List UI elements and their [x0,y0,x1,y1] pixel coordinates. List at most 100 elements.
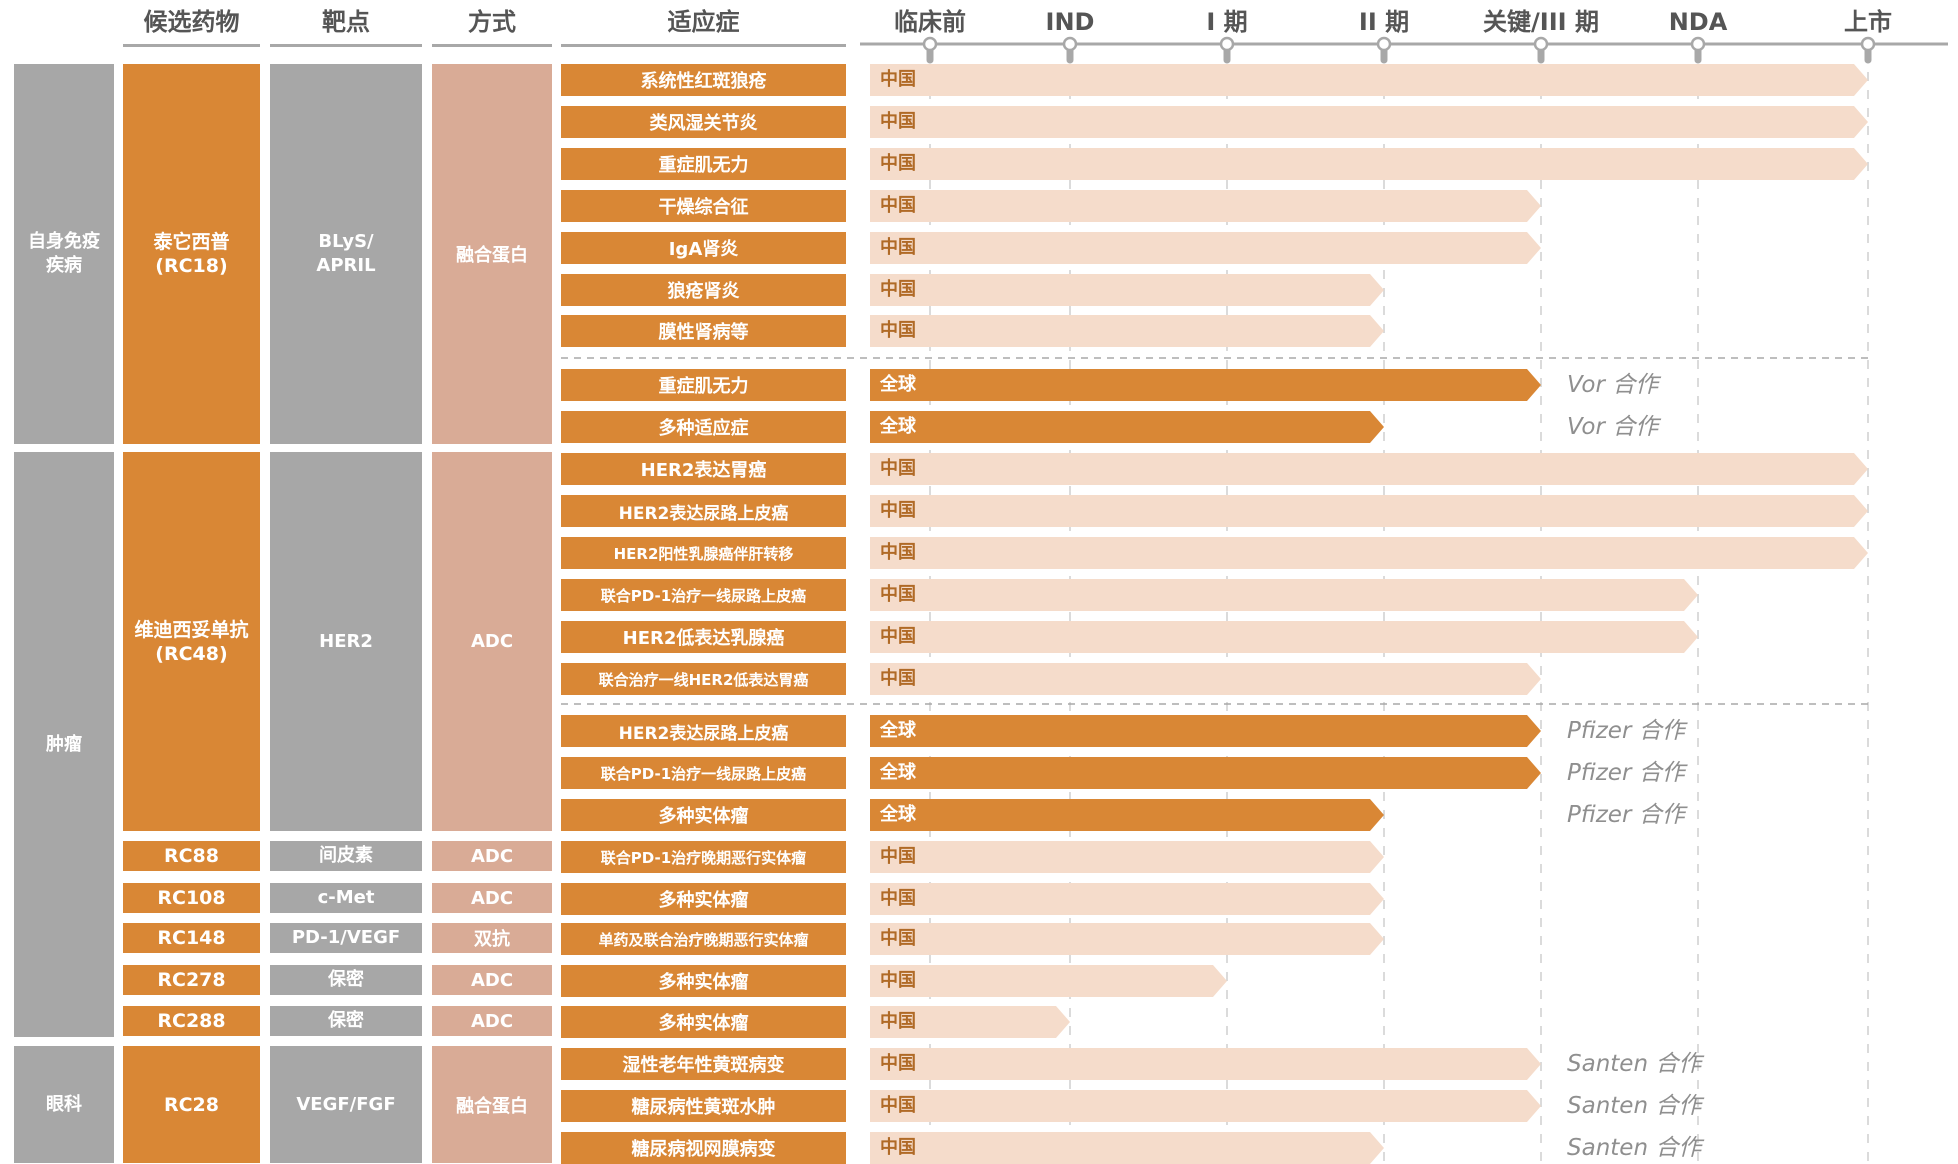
modality-adc-rc108: ADC [432,883,552,913]
indication-cell: 联合治疗一线HER2低表达胃癌 [561,663,846,695]
drug-rc88: RC88 [123,841,260,871]
phase-marker-3 [1376,36,1392,52]
progress-bar [870,1090,1541,1122]
indication-cell: HER2阳性乳腺癌伴肝转移 [561,537,846,569]
modality-adc-rc48: ADC [432,452,552,831]
indication-cell: 多种实体瘤 [561,965,846,997]
phase-marker-4 [1533,36,1549,52]
progress-bar [870,579,1698,611]
indication-cell: 膜性肾病等 [561,315,846,347]
progress-bar [870,495,1868,527]
header-underline-indication [561,44,846,47]
progress-bar [870,64,1868,96]
indication-cell: HER2表达尿路上皮癌 [561,715,846,747]
progress-bar [870,315,1384,347]
indication-cell: 糖尿病性黄斑水肿 [561,1090,846,1122]
indication-cell: HER2表达尿路上皮癌 [561,495,846,527]
indication-cell: 糖尿病视网膜病变 [561,1132,846,1164]
drug-rc48: 维迪西妥单抗 (RC48) [123,452,260,831]
phase-marker-6 [1860,36,1876,52]
partner-label: Vor 合作 [1567,414,1659,440]
progress-bar [870,965,1227,997]
phase-label-1: IND [1045,8,1095,36]
partner-label: Pfizer 合作 [1567,760,1685,786]
target-blys-april: BLyS/ APRIL [270,64,422,444]
modality-fusion-protein-rc18: 融合蛋白 [432,64,552,444]
progress-bar [870,757,1541,789]
header-target: 靶点 [322,8,370,36]
phase-marker-2 [1219,36,1235,52]
target-mesothelin: 间皮素 [270,841,422,871]
progress-bar [870,274,1384,306]
phase-marker-1 [1062,36,1078,52]
area-ophthalmology: 眼科 [14,1046,114,1163]
target-confidential-rc278: 保密 [270,965,422,995]
progress-bar [870,1132,1384,1164]
indication-cell: IgA肾炎 [561,232,846,264]
indication-cell: 狼疮肾炎 [561,274,846,306]
drug-rc108: RC108 [123,883,260,913]
indication-cell: 联合PD-1治疗一线尿路上皮癌 [561,757,846,789]
indication-cell: 重症肌无力 [561,369,846,401]
progress-bar [870,537,1868,569]
progress-bar [870,232,1541,264]
indication-cell: 重症肌无力 [561,148,846,180]
progress-bar [870,369,1541,401]
drug-rc18: 泰它西普 (RC18) [123,64,260,444]
indication-cell: HER2低表达乳腺癌 [561,621,846,653]
indication-cell: 多种实体瘤 [561,883,846,915]
indication-cell: 干燥综合征 [561,190,846,222]
progress-bar [870,621,1698,653]
progress-bar [870,1006,1070,1038]
partner-label: Pfizer 合作 [1567,718,1685,744]
target-pd1-vegf: PD-1/VEGF [270,923,422,953]
indication-cell: 类风湿关节炎 [561,106,846,138]
header-underline-candidate [123,44,260,47]
indication-cell: 系统性红斑狼疮 [561,64,846,96]
progress-bar [870,411,1384,443]
progress-bar [870,715,1541,747]
indication-cell: 多种实体瘤 [561,799,846,831]
modality-bispecific-rc148: 双抗 [432,923,552,953]
modality-adc-rc278: ADC [432,965,552,995]
partner-label: Santen 合作 [1567,1135,1702,1161]
partner-label: Santen 合作 [1567,1093,1702,1119]
indication-cell: 多种适应症 [561,411,846,443]
drug-rc278: RC278 [123,965,260,995]
indication-cell: 联合PD-1治疗一线尿路上皮癌 [561,579,846,611]
phase-label-2: I 期 [1206,8,1248,36]
area-autoimmune: 自身免疫 疾病 [14,64,114,444]
area-oncology: 肿瘤 [14,452,114,1037]
indication-cell: 联合PD-1治疗晚期恶行实体瘤 [561,841,846,873]
target-c-met: c-Met [270,883,422,913]
indication-cell: 单药及联合治疗晚期恶行实体瘤 [561,923,846,955]
progress-bar [870,883,1384,915]
phase-marker-0 [922,36,938,52]
target-confidential-rc288: 保密 [270,1006,422,1036]
progress-bar [870,190,1541,222]
phase-label-4: 关键/III 期 [1483,8,1599,36]
drug-rc28: RC28 [123,1046,260,1163]
header-modality: 方式 [468,8,516,36]
modality-adc-rc88: ADC [432,841,552,871]
partner-label: Vor 合作 [1567,372,1659,398]
header-indication: 适应症 [667,8,740,36]
progress-bar [870,106,1868,138]
phase-marker-5 [1690,36,1706,52]
phase-label-3: II 期 [1358,8,1410,36]
modality-adc-rc288: ADC [432,1006,552,1036]
indication-cell: 湿性老年性黄斑病变 [561,1048,846,1080]
progress-bar [870,799,1384,831]
phase-label-5: NDA [1668,8,1728,36]
phase-label-6: 上市 [1844,8,1892,36]
progress-bar [870,148,1868,180]
progress-bar [870,453,1868,485]
progress-bar [870,1048,1541,1080]
drug-rc288: RC288 [123,1006,260,1036]
header-underline-target [270,44,422,47]
progress-bar [870,841,1384,873]
progress-bar [870,923,1384,955]
indication-cell: 多种实体瘤 [561,1006,846,1038]
